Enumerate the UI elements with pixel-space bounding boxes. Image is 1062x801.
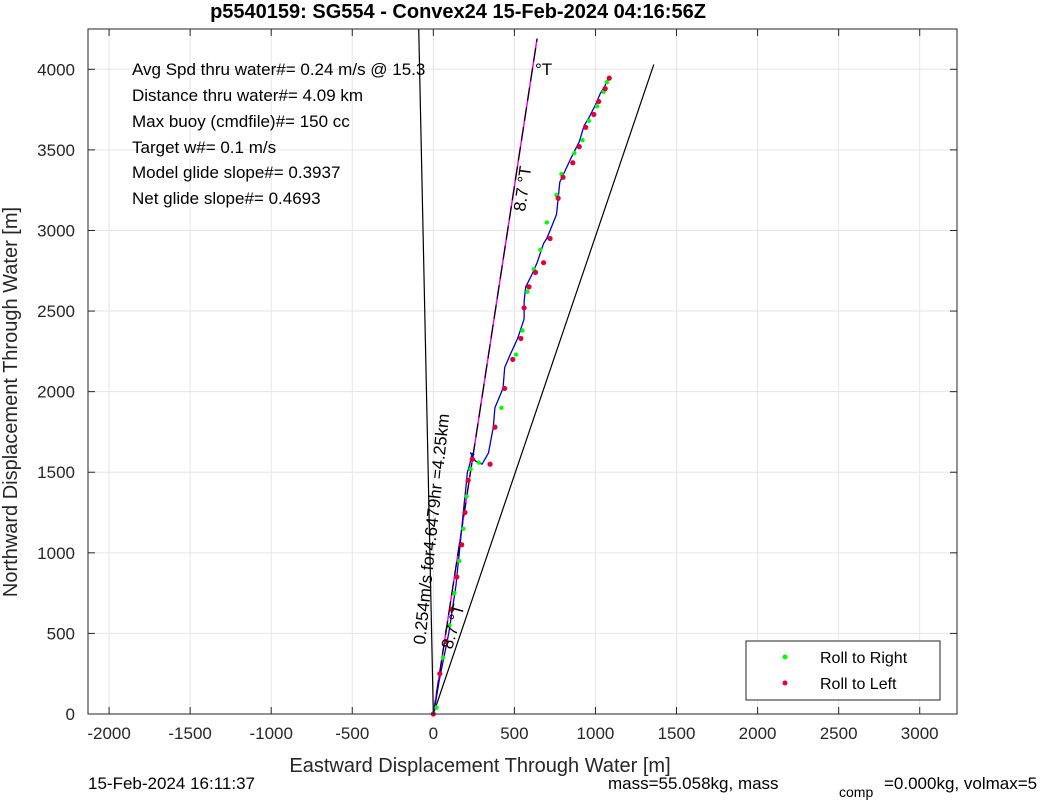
legend-box — [745, 640, 941, 701]
x-tick-label: -1000 — [249, 724, 292, 743]
y-tick-label: 3000 — [37, 221, 75, 240]
chart-title: p5540159: SG554 - Convex24 15-Feb-2024 0… — [210, 1, 706, 23]
roll-left-point — [532, 269, 539, 275]
roll-right-point — [468, 466, 473, 472]
roll-left-point — [469, 456, 475, 462]
footer-mass: mass=55.058kg, mass — [608, 774, 779, 793]
roll-right-point — [476, 460, 481, 465]
roll-left-point — [555, 195, 561, 201]
axis-ticks: -2000 -1500 -1000 -500 0 500 1000 1500 2000 2500 3… — [37, 29, 957, 743]
y-tick-label: 0 — [66, 705, 75, 724]
roll-left-point — [576, 144, 582, 150]
roll-right-point — [434, 705, 439, 710]
roll-left-point — [459, 542, 465, 548]
roll-right-point — [520, 328, 525, 333]
roll-left-point — [462, 509, 468, 516]
legend-roll-right-marker — [782, 654, 788, 660]
roll-right-point — [544, 220, 550, 225]
legend-roll-left-label: Roll to Left — [820, 676, 897, 693]
roll-right-point — [440, 655, 446, 660]
info-max-buoy: Max buoy (cmdfile)#= 150 cc — [132, 112, 350, 131]
x-tick-label: -2000 — [87, 724, 130, 743]
roll-left-point — [547, 235, 553, 242]
roll-left-point — [502, 385, 508, 392]
roll-right-point — [604, 79, 610, 85]
plot-frame — [87, 28, 958, 715]
roll-markers — [430, 75, 612, 717]
x-tick-label: 3000 — [901, 724, 939, 743]
roll-left-point — [487, 461, 493, 467]
roll-left-point — [591, 111, 597, 118]
roll-left-point — [443, 638, 449, 645]
guide-line-0 — [418, 28, 434, 715]
roll-left-point — [596, 98, 602, 105]
y-tick-label: 1500 — [37, 463, 75, 482]
y-axis-label: Northward Displacement Through Water [m] — [0, 207, 22, 597]
info-avg-speed: Avg Spd thru water#= 0.24 m/s @ 15.3 — [132, 60, 425, 79]
roll-right-point — [457, 558, 462, 564]
y-tick-label: 500 — [47, 624, 75, 643]
roll-left-point — [602, 86, 608, 92]
roll-left-point — [518, 335, 524, 342]
footer-timestamp: 15-Feb-2024 16:11:37 — [88, 774, 255, 793]
roll-right-point — [499, 405, 504, 410]
roll-left-point — [492, 424, 498, 430]
roll-left-point — [560, 174, 566, 180]
roll-left-point — [510, 356, 516, 363]
roll-right-point — [513, 352, 519, 357]
roll-right-point — [464, 494, 469, 499]
roll-left-point — [437, 671, 443, 677]
roll-right-point — [572, 150, 577, 156]
roll-right-point — [594, 104, 600, 109]
heading-dashed-line — [432, 38, 538, 715]
x-tick-label: 2000 — [739, 724, 777, 743]
roll-left-point — [465, 477, 471, 483]
roll-left-point — [526, 284, 532, 290]
roll-right-point — [538, 247, 543, 253]
roll-left-point — [583, 124, 589, 130]
legend: Roll to Right Roll to Left — [745, 640, 941, 701]
info-distance: Distance thru water#= 4.09 km — [132, 86, 363, 105]
guide-line-1 — [432, 64, 655, 715]
y-tick-label: 2500 — [37, 302, 75, 321]
roll-left-point — [570, 160, 576, 166]
roll-left-point — [606, 75, 612, 81]
x-tick-label: 0 — [429, 724, 438, 743]
footer-comp-subscript: comp — [839, 784, 873, 800]
x-tick-label: 1500 — [658, 724, 696, 743]
roll-right-point — [447, 623, 452, 628]
roll-left-point — [540, 260, 547, 266]
heading-label-small: 8.7 °T — [438, 602, 469, 651]
x-tick-label: 1000 — [577, 724, 615, 743]
roll-right-point — [525, 289, 530, 294]
guide-lines — [418, 28, 655, 715]
roll-right-point — [452, 590, 457, 596]
y-tick-label: 3500 — [37, 141, 75, 160]
x-tick-label: -500 — [335, 724, 369, 743]
roll-left-point — [449, 606, 455, 612]
roll-right-point — [580, 138, 585, 143]
x-tick-label: -1500 — [168, 724, 211, 743]
legend-roll-right-label: Roll to Right — [820, 650, 908, 667]
x-tick-label: 2500 — [820, 724, 858, 743]
info-target-w: Target w#= 0.1 m/s — [132, 138, 276, 157]
roll-left-point — [521, 305, 527, 311]
info-degree-label: °T — [535, 60, 552, 79]
y-tick-label: 2000 — [37, 383, 75, 402]
x-axis-label: Eastward Displacement Through Water [m] — [289, 755, 670, 777]
info-model-glide: Model glide slope#= 0.3937 — [132, 163, 340, 182]
footer-comp-volmax: =0.000kg, volmax=5 — [884, 774, 1037, 793]
legend-roll-left-marker — [782, 680, 788, 686]
roll-right-point — [461, 526, 466, 531]
y-tick-label: 4000 — [37, 60, 75, 79]
roll-left-point — [454, 574, 460, 580]
x-tick-label: 500 — [500, 724, 528, 743]
y-tick-label: 1000 — [37, 544, 75, 563]
info-box: Avg Spd thru water#= 0.24 m/s @ 15.3 Dis… — [132, 60, 552, 208]
roll-right-point — [586, 118, 592, 124]
info-net-glide: Net glide slope#= 0.4693 — [132, 189, 321, 208]
